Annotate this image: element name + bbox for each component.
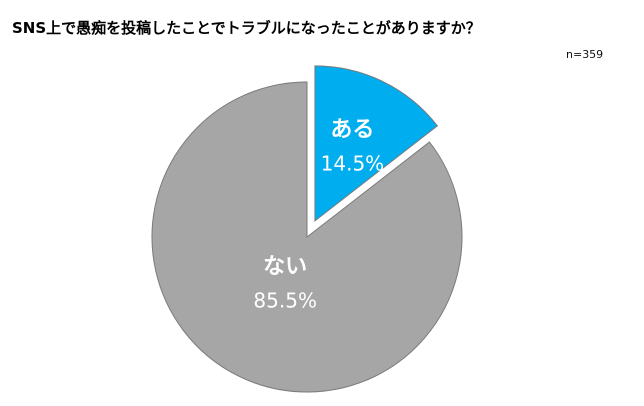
chart-title: SNS上で愚痴を投稿したことでトラブルになったことがありますか？ [12,19,481,37]
sample-size-note: n=359 [566,48,603,61]
pie-slices [151,65,463,393]
label-aru: ある [330,117,374,142]
slice-aru [314,65,439,222]
pie-labels: ある 14.5% ない 85.5% [253,117,384,312]
label-nai: ない [263,255,307,280]
value-aru: 14.5% [321,151,385,175]
value-nai: 85.5% [253,289,317,313]
slice-nai [151,81,463,393]
